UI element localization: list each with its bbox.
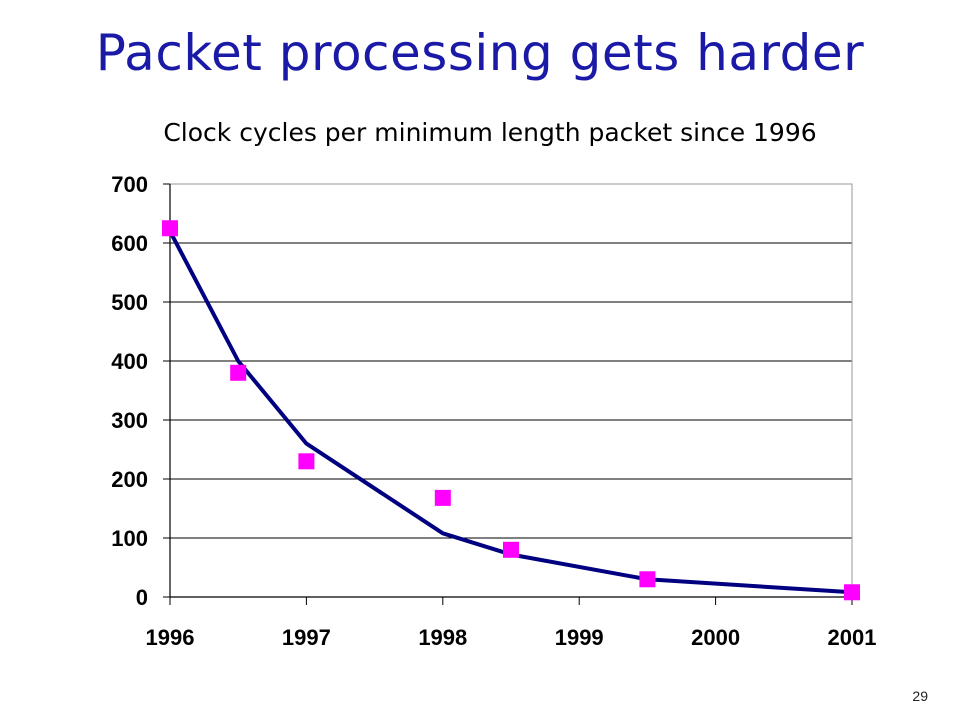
slide-title: Packet processing gets harder (95, 24, 865, 82)
data-point (434, 489, 451, 506)
y-tick-label: 600 (111, 231, 148, 256)
x-tick-label: 2001 (828, 625, 877, 650)
tick-labels: 0 100 200 300 400 500 600 700 1996 1997 1998 1999 20… (111, 172, 876, 650)
x-tick-label: 1997 (282, 625, 331, 650)
y-tick-label: 100 (111, 526, 148, 551)
y-tick-label: 700 (111, 172, 148, 197)
series (162, 220, 860, 601)
y-tick-label: 0 (136, 585, 148, 610)
x-tick-label: 1998 (418, 625, 467, 650)
plot-frame (169, 183, 853, 598)
gridlines (170, 183, 852, 539)
data-point (503, 541, 519, 558)
data-point (230, 364, 247, 381)
data-point (162, 220, 178, 237)
y-tick-label: 400 (111, 349, 148, 374)
x-tick-label: 1999 (555, 625, 604, 650)
page-number: 29 (912, 688, 928, 704)
x-tick-label: 2000 (691, 625, 740, 650)
chart-title: Clock cycles per minimum length packet s… (163, 118, 817, 147)
axes (163, 183, 853, 605)
y-tick-label: 300 (111, 408, 148, 433)
data-point (298, 453, 315, 470)
y-tick-label: 500 (111, 290, 148, 315)
data-point (844, 584, 860, 601)
y-tick-label: 200 (111, 467, 148, 492)
x-tick-label: 1996 (146, 625, 195, 650)
data-point (639, 571, 656, 588)
